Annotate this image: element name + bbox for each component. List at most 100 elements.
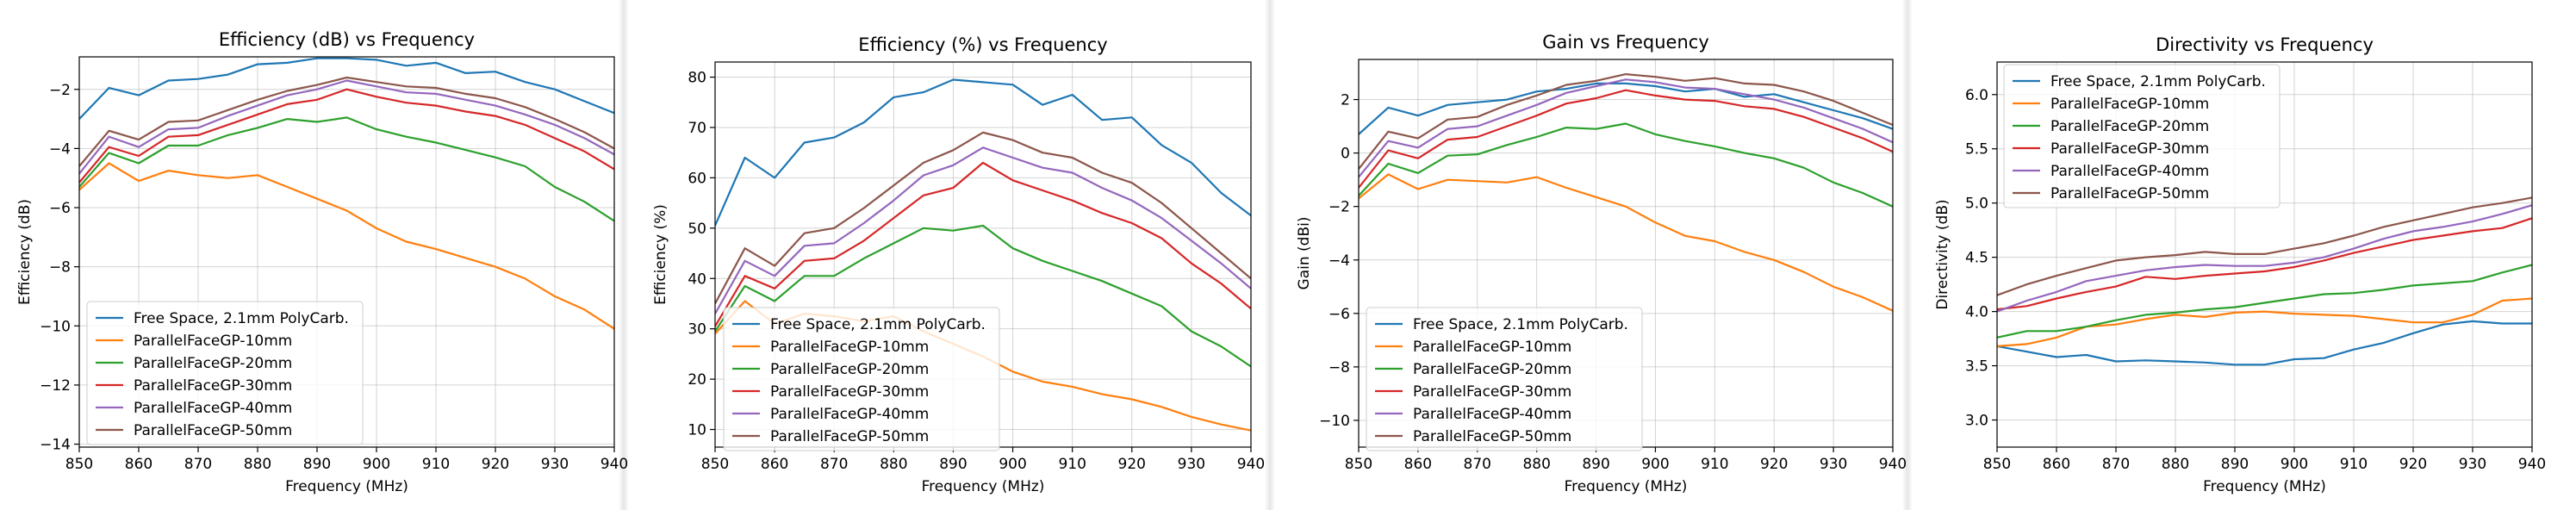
- legend-label: ParallelFaceGP-30mm: [134, 377, 292, 395]
- x-tick-label: 880: [244, 456, 271, 473]
- legend-box: [1366, 307, 1643, 451]
- x-tick-label: 880: [2162, 456, 2189, 473]
- x-axis-label: Frequency (MHz): [922, 478, 1045, 495]
- y-tick-label: 80: [688, 70, 706, 87]
- legend: Free Space, 2.1mm PolyCarb. ParallelFaceG…: [2003, 64, 2280, 208]
- x-tick-label: 920: [482, 456, 509, 473]
- legend-label: ParallelFaceGP-40mm: [134, 400, 292, 417]
- chart-title: Gain vs Frequency: [1542, 32, 1709, 53]
- x-axis-label: Frequency (MHz): [285, 478, 408, 495]
- legend-label: ParallelFaceGP-40mm: [1413, 406, 1571, 423]
- y-tick-label: 60: [688, 170, 706, 187]
- legend-label: ParallelFaceGP-50mm: [2050, 185, 2209, 202]
- x-tick-label: 890: [1582, 456, 1609, 473]
- x-axis-label: Frequency (MHz): [2203, 478, 2326, 495]
- x-tick-label: 930: [541, 456, 569, 473]
- legend-label: Free Space, 2.1mm PolyCarb.: [2050, 73, 2266, 90]
- chart-panel-4: 850 860 870 880 890 900 910 920 930 940 3.0 3.5 4.0 4…: [1934, 34, 2546, 495]
- y-axis-label: Efficiency (dB): [16, 199, 34, 305]
- panel-separator: [1265, 0, 1275, 510]
- x-tick-label: 930: [1178, 456, 1205, 473]
- legend: Free Space, 2.1mm PolyCarb. ParallelFaceG…: [1366, 307, 1643, 451]
- x-tick-label: 940: [1879, 456, 1907, 473]
- y-axis-label: Efficiency (%): [652, 204, 669, 305]
- series-line-1: [715, 78, 1251, 227]
- plot-frame: [1996, 61, 2533, 448]
- x-tick-label: 910: [1058, 456, 1086, 473]
- x-tick-label: 870: [184, 456, 212, 473]
- y-tick-label: −4: [49, 140, 71, 158]
- y-tick-label: −14: [40, 437, 71, 454]
- y-tick-label: −6: [1328, 306, 1350, 323]
- series-line-6: [1997, 196, 2532, 296]
- legend-label: ParallelFaceGP-10mm: [1413, 339, 1571, 356]
- x-tick-label: 920: [2399, 456, 2427, 473]
- x-tick-label: 910: [422, 456, 450, 473]
- x-tick-label: 910: [1701, 456, 1728, 473]
- y-tick-label: 0: [1341, 146, 1350, 163]
- series-line-6: [1359, 72, 1893, 170]
- x-tick-label: 890: [2221, 456, 2249, 473]
- legend-label: ParallelFaceGP-20mm: [1413, 361, 1571, 378]
- x-tick-label: 870: [1464, 456, 1491, 473]
- chart-title: Efficiency (%) vs Frequency: [858, 34, 1107, 55]
- legend-label: ParallelFaceGP-40mm: [770, 406, 929, 423]
- x-tick-label: 850: [65, 456, 93, 473]
- legend-label: ParallelFaceGP-20mm: [2050, 118, 2209, 135]
- panel-separator: [619, 0, 629, 510]
- y-tick-label: 20: [688, 371, 706, 389]
- y-tick-label: 3.5: [1965, 358, 1988, 376]
- y-tick-label: 5.5: [1965, 141, 1988, 159]
- legend: Free Space, 2.1mm PolyCarb. ParallelFaceG…: [723, 307, 1000, 451]
- x-tick-label: 870: [2102, 456, 2130, 473]
- y-tick-label: 6.0: [1965, 87, 1988, 104]
- series-line-1: [1997, 320, 2532, 366]
- x-tick-label: 880: [880, 456, 907, 473]
- legend-label: ParallelFaceGP-30mm: [1413, 383, 1571, 401]
- x-tick-label: 900: [999, 456, 1026, 473]
- x-tick-label: 940: [600, 456, 628, 473]
- legend-label: ParallelFaceGP-10mm: [134, 333, 292, 350]
- legend-label: Free Space, 2.1mm PolyCarb.: [1413, 316, 1628, 333]
- legend-label: ParallelFaceGP-20mm: [134, 355, 292, 372]
- legend-label: ParallelFaceGP-50mm: [134, 422, 292, 439]
- x-tick-label: 860: [1404, 456, 1432, 473]
- x-tick-label: 900: [363, 456, 390, 473]
- x-tick-label: 870: [820, 456, 848, 473]
- legend-label: ParallelFaceGP-40mm: [2050, 163, 2209, 180]
- x-tick-label: 860: [125, 456, 152, 473]
- series-line-6: [79, 76, 614, 167]
- legend-label: Free Space, 2.1mm PolyCarb.: [770, 316, 986, 333]
- legend-label: ParallelFaceGP-50mm: [770, 428, 929, 445]
- legend-box: [723, 307, 1000, 451]
- series-line-2: [79, 162, 614, 330]
- chart-title: Efficiency (dB) vs Frequency: [219, 29, 475, 50]
- y-tick-label: −2: [49, 82, 71, 99]
- x-tick-label: 850: [1983, 456, 2011, 473]
- y-tick-label: 2: [1341, 92, 1350, 109]
- series-line-4: [79, 88, 614, 183]
- x-tick-label: 860: [761, 456, 788, 473]
- y-tick-label: 50: [688, 221, 706, 238]
- x-tick-label: 860: [2043, 456, 2070, 473]
- y-tick-label: −4: [1328, 252, 1350, 270]
- legend-box: [2003, 64, 2280, 208]
- y-tick-label: 3.0: [1965, 413, 1988, 430]
- series-line-2: [1997, 297, 2532, 347]
- x-tick-label: 900: [2280, 456, 2308, 473]
- legend-label: ParallelFaceGP-20mm: [770, 361, 929, 378]
- y-axis-label: Directivity (dB): [1934, 199, 1951, 309]
- series-line-5: [79, 79, 614, 175]
- legend: Free Space, 2.1mm PolyCarb. ParallelFaceG…: [86, 301, 364, 445]
- legend-label: ParallelFaceGP-10mm: [770, 339, 929, 356]
- series-line-5: [715, 146, 1251, 314]
- y-tick-label: 10: [688, 422, 706, 439]
- chart-title: Directivity vs Frequency: [2156, 34, 2374, 55]
- chart-panel-3: 850 860 870 880 890 900 910 920 930 940 −10 −8 −6 −4 −…: [1296, 32, 1907, 495]
- y-tick-label: 4.0: [1965, 304, 1988, 321]
- y-tick-label: −10: [40, 318, 71, 335]
- x-tick-label: 910: [2340, 456, 2368, 473]
- y-tick-label: 4.5: [1965, 250, 1988, 267]
- y-tick-label: 70: [688, 120, 706, 137]
